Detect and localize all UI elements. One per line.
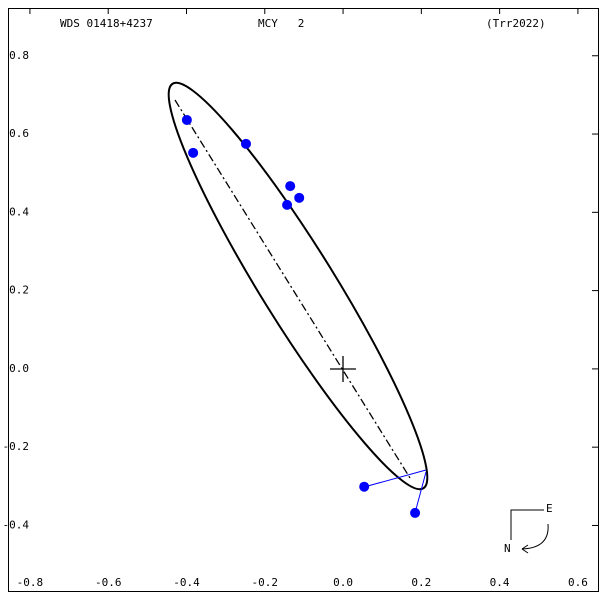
observation bbox=[282, 199, 293, 210]
x-tick-label: -0.6 bbox=[95, 576, 122, 589]
y-tick-label: 0.0 bbox=[9, 362, 29, 375]
compass-north: N bbox=[504, 542, 511, 555]
x-tick-label: -0.2 bbox=[252, 576, 279, 589]
x-tick-label: 0.6 bbox=[568, 576, 588, 589]
compass: E N bbox=[504, 502, 553, 555]
compass-axes bbox=[510, 509, 544, 540]
y-tick-label: 0.4 bbox=[9, 205, 29, 218]
chart-title: WDS 01418+4237 bbox=[60, 17, 153, 30]
x-tick-label: 0.2 bbox=[411, 576, 431, 589]
compass-arrow bbox=[521, 544, 529, 554]
residual bbox=[414, 471, 427, 514]
observation bbox=[188, 147, 199, 158]
y-tick-label: 0.2 bbox=[9, 284, 29, 297]
observation bbox=[285, 181, 296, 192]
frame bbox=[8, 8, 599, 592]
observation bbox=[294, 192, 305, 203]
compass-arrow bbox=[521, 523, 549, 550]
orbit bbox=[167, 81, 429, 514]
observation bbox=[240, 138, 251, 149]
chart-subtitle: MCY 2 bbox=[258, 17, 304, 30]
y-tick-label: -0.4 bbox=[3, 518, 30, 531]
x-tick-label: 0.0 bbox=[333, 576, 353, 589]
y-tick-label: 0.6 bbox=[9, 127, 29, 140]
x-tick-label: -0.8 bbox=[17, 576, 44, 589]
orbit-ellipse bbox=[167, 81, 429, 491]
line-of-apsides bbox=[174, 99, 411, 479]
observation bbox=[359, 481, 370, 492]
y-tick-label: -0.2 bbox=[3, 440, 30, 453]
x-tick-label: -0.4 bbox=[173, 576, 200, 589]
reference: (Trr2022) bbox=[486, 17, 546, 30]
x-tick-label: 0.4 bbox=[490, 576, 510, 589]
observation bbox=[181, 114, 192, 125]
observation bbox=[410, 507, 421, 518]
residual bbox=[363, 469, 427, 488]
y-tick-label: 0.8 bbox=[9, 49, 29, 62]
compass-east: E bbox=[546, 502, 553, 515]
